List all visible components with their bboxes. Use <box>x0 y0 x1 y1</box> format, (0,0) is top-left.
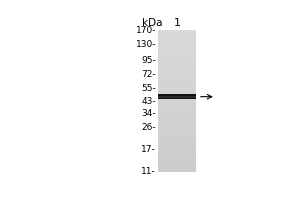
Text: 26-: 26- <box>142 123 156 132</box>
Bar <box>158 126 196 129</box>
Bar <box>158 44 196 48</box>
Bar <box>158 158 196 161</box>
Bar <box>158 165 196 168</box>
Text: 72-: 72- <box>142 70 156 79</box>
Bar <box>158 58 196 62</box>
Bar <box>158 83 196 87</box>
Bar <box>158 154 196 158</box>
Bar <box>158 34 196 37</box>
Bar <box>158 119 196 122</box>
Bar <box>158 51 196 55</box>
Bar <box>158 108 196 112</box>
Text: 34-: 34- <box>142 109 156 118</box>
Bar <box>158 133 196 136</box>
Bar <box>158 94 196 99</box>
Bar <box>158 122 196 126</box>
Bar <box>158 101 196 105</box>
Bar <box>158 90 196 94</box>
Bar <box>158 76 196 80</box>
Bar <box>158 112 196 115</box>
Bar <box>158 105 196 108</box>
Bar <box>158 80 196 83</box>
Bar <box>158 161 196 165</box>
Bar <box>158 73 196 76</box>
Bar <box>158 62 196 66</box>
Bar <box>158 94 196 97</box>
Bar <box>158 41 196 44</box>
Text: 130-: 130- <box>136 40 156 49</box>
Text: 1: 1 <box>173 18 181 28</box>
Bar <box>158 97 196 101</box>
Bar <box>158 30 196 34</box>
Bar <box>158 30 196 172</box>
Text: 55-: 55- <box>141 84 156 93</box>
Text: 17-: 17- <box>141 145 156 154</box>
Bar <box>158 140 196 144</box>
Bar <box>158 96 196 98</box>
Bar <box>158 87 196 90</box>
Bar <box>158 144 196 147</box>
Text: 95-: 95- <box>141 56 156 65</box>
Bar <box>158 37 196 41</box>
Text: kDa: kDa <box>142 18 163 28</box>
Bar <box>158 115 196 119</box>
Text: 43-: 43- <box>142 97 156 106</box>
Bar <box>158 69 196 73</box>
Bar <box>158 66 196 69</box>
Bar <box>158 129 196 133</box>
Text: 11-: 11- <box>141 167 156 176</box>
Text: 170-: 170- <box>136 26 156 35</box>
Bar <box>158 55 196 58</box>
Bar <box>158 48 196 51</box>
Bar <box>158 168 196 172</box>
Bar <box>158 151 196 154</box>
Bar <box>158 147 196 151</box>
Bar <box>158 136 196 140</box>
